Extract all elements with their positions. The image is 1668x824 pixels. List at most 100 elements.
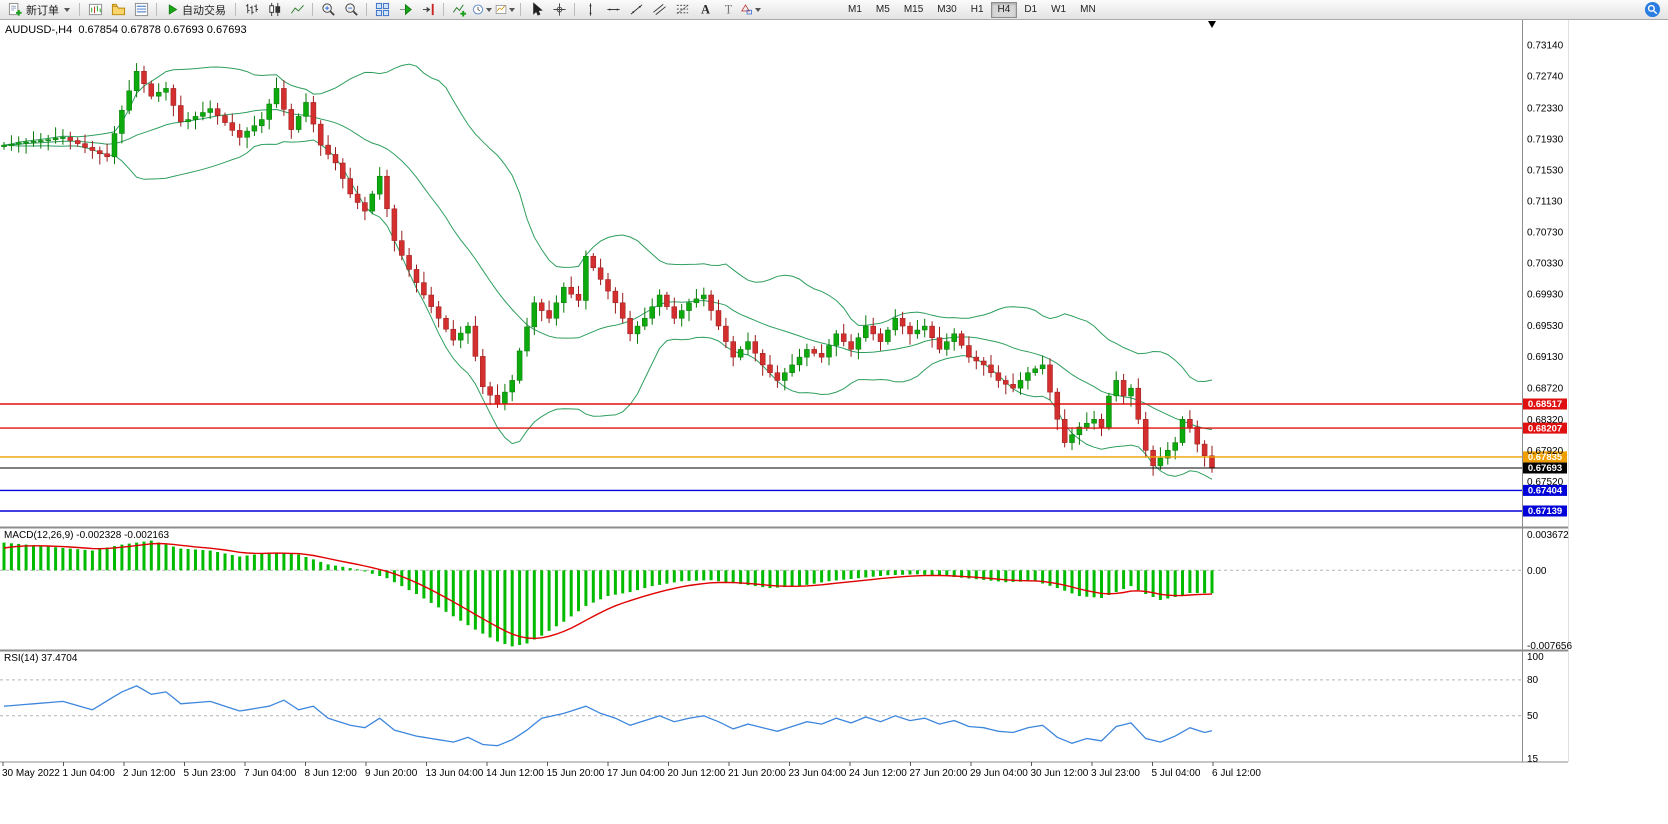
- periods-button[interactable]: [471, 1, 493, 18]
- rsi-axis[interactable]: 100 80 50 15: [1527, 652, 1544, 765]
- template-icon: [495, 5, 507, 14]
- new-chart-icon: [88, 3, 102, 16]
- price-tag-0.67693[interactable]: [1523, 462, 1567, 474]
- rsi-line[interactable]: [3, 685, 1213, 747]
- timeframe-m15-button[interactable]: M15: [897, 2, 930, 18]
- chevron-down-icon: [509, 7, 515, 12]
- chart-shift-button[interactable]: [417, 1, 439, 18]
- market-watch-button[interactable]: [130, 1, 152, 18]
- macd-axis-label: 0.003672: [1527, 530, 1569, 541]
- price-axis-label: 0.72740: [1527, 72, 1564, 83]
- indicators-icon: [452, 4, 466, 17]
- new-chart-button[interactable]: [84, 1, 106, 18]
- timeframe-w1-button[interactable]: W1: [1044, 2, 1073, 18]
- crosshair-button[interactable]: [548, 1, 570, 18]
- rsi-axis-label: 100: [1527, 652, 1544, 663]
- timeframe-m5-button[interactable]: M5: [869, 2, 897, 18]
- cursor-button[interactable]: [525, 1, 547, 18]
- time-axis-label: 1 Jun 04:00: [63, 768, 116, 779]
- main-toolbar: 新订单 自动交易 A T M1 M5 M15 M30 H1 H4 D1 W1 MN: [0, 0, 1668, 20]
- text-tool-button[interactable]: A: [694, 1, 716, 18]
- trendline-icon: [630, 4, 642, 15]
- line-chart-mode-button[interactable]: [286, 1, 308, 18]
- label-tool-button[interactable]: T: [717, 1, 739, 18]
- zoom-out-button[interactable]: [340, 1, 362, 18]
- bollinger-middle-band[interactable]: [3, 108, 1213, 431]
- profiles-folder-icon: [111, 3, 125, 16]
- profiles-button[interactable]: [107, 1, 129, 18]
- toolbar-separator: [520, 3, 521, 16]
- auto-scroll-button[interactable]: [394, 1, 416, 18]
- chart-shift-icon: [422, 3, 434, 16]
- price-axis[interactable]: 0.73140 0.72740 0.72330 0.71930 0.71530 0.711…: [1527, 40, 1564, 488]
- price-axis-label: 0.69930: [1527, 290, 1564, 301]
- timeframe-h1-button[interactable]: H1: [964, 2, 991, 18]
- auto-trading-button[interactable]: 自动交易: [161, 1, 231, 18]
- fibonacci-tool-button[interactable]: [671, 1, 693, 18]
- candlestick-series[interactable]: [1, 63, 1215, 476]
- horizontal-line-tool-button[interactable]: [602, 1, 624, 18]
- price-axis-label: 0.69530: [1527, 321, 1564, 332]
- new-order-button[interactable]: 新订单: [3, 1, 75, 18]
- price-axis-label: 0.69130: [1527, 352, 1564, 363]
- timeframe-d1-button[interactable]: D1: [1017, 2, 1044, 18]
- time-axis-label: 20 Jun 12:00: [668, 768, 726, 779]
- price-axis-label: 0.70330: [1527, 259, 1564, 270]
- time-axis-label: 27 Jun 20:00: [910, 768, 968, 779]
- candlestick-icon: [268, 2, 280, 17]
- bar-chart-mode-button[interactable]: [240, 1, 262, 18]
- time-axis-label: 30 May 2022: [2, 768, 60, 779]
- time-axis-label: 8 Jun 12:00: [305, 768, 358, 779]
- price-tag-0.67139[interactable]: [1523, 505, 1567, 517]
- time-axis-label: 5 Jun 23:00: [184, 768, 237, 779]
- shapes-tool-button[interactable]: [740, 1, 762, 18]
- timeframe-m1-button[interactable]: M1: [841, 2, 869, 18]
- macd-panel[interactable]: [0, 540, 1522, 647]
- rsi-indicator-label: RSI(14) 37.4704: [4, 653, 78, 664]
- price-axis-label: 0.71530: [1527, 166, 1564, 177]
- price-tag-label: 0.67835: [1528, 452, 1563, 463]
- time-axis-label: 9 Jun 20:00: [365, 768, 418, 779]
- toolbar-separator: [443, 3, 444, 16]
- text-icon: A: [701, 3, 710, 17]
- price-axis-label: 0.71930: [1527, 134, 1564, 145]
- macd-signal-line[interactable]: [3, 542, 1213, 640]
- candlestick-mode-button[interactable]: [263, 1, 285, 18]
- macd-indicator-label: MACD(12,26,9) -0.002328 -0.002163: [4, 530, 170, 541]
- toolbar-separator: [79, 3, 80, 16]
- time-axis-label: 24 Jun 12:00: [849, 768, 907, 779]
- price-tag-0.67404[interactable]: [1523, 484, 1567, 496]
- tile-windows-button[interactable]: [371, 1, 393, 18]
- macd-axis-label: 0.00: [1527, 566, 1547, 577]
- channel-tool-button[interactable]: [648, 1, 670, 18]
- price-tag-0.68207[interactable]: [1523, 422, 1567, 434]
- bollinger-upper-band[interactable]: [3, 63, 1213, 383]
- macd-axis[interactable]: 0.003672 0.00 -0.007656: [1527, 530, 1572, 652]
- timeframe-mn-button[interactable]: MN: [1073, 2, 1103, 18]
- templates-button[interactable]: [494, 1, 516, 18]
- toolbar-separator: [312, 3, 313, 16]
- time-axis-label: 3 Jul 23:00: [1091, 768, 1140, 779]
- rsi-panel[interactable]: [0, 679, 1522, 747]
- search-button[interactable]: [1641, 1, 1663, 18]
- bollinger-bands[interactable]: [3, 63, 1213, 480]
- timeframe-h4-button[interactable]: H4: [990, 1, 1018, 18]
- price-axis-label: 0.70730: [1527, 228, 1564, 239]
- svg-text:T: T: [724, 3, 732, 17]
- zoom-in-button[interactable]: [317, 1, 339, 18]
- price-tag-label: 0.67139: [1528, 506, 1562, 517]
- timeframe-m30-button[interactable]: M30: [930, 2, 963, 18]
- time-axis[interactable]: 30 May 2022 1 Jun 04:00 2 Jun 12:00 5 Jun 2…: [2, 762, 1261, 779]
- auto-trading-label: 自动交易: [182, 4, 226, 17]
- panel-frame: [0, 20, 1569, 763]
- indicators-button[interactable]: [448, 1, 470, 18]
- rsi-axis-label: 15: [1527, 754, 1539, 765]
- price-tag-0.68517[interactable]: [1523, 398, 1567, 410]
- price-tag-0.67835[interactable]: [1523, 451, 1567, 463]
- toolbar-separator: [156, 3, 157, 16]
- trendline-tool-button[interactable]: [625, 1, 647, 18]
- vertical-line-tool-button[interactable]: [579, 1, 601, 18]
- time-axis-label: 7 Jun 04:00: [244, 768, 297, 779]
